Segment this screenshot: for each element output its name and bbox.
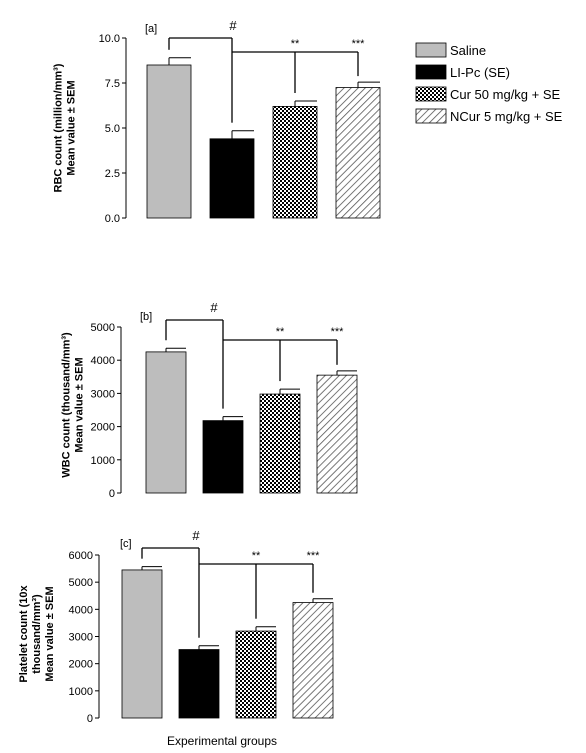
chart-panel-c: 0 1000 2000 3000 4000 5000 6000 Platelet count … xyxy=(18,528,334,725)
y-tick-label: 0.0 xyxy=(105,213,120,225)
y-axis-label: RBC count (million/mm³)Mean value ± SEM xyxy=(53,63,78,192)
bar-black xyxy=(202,420,244,494)
y-tick-label: 7.5 xyxy=(105,78,120,90)
y-axis-label: Platelet count (10xthousand/mm³)Mean val… xyxy=(18,585,56,683)
bar-gray xyxy=(121,569,163,719)
legend-swatch-gray xyxy=(415,42,447,58)
y-tick-label: 0 xyxy=(87,713,93,725)
significance-hash: # xyxy=(210,300,218,315)
chart-panel-a: 0.0 2.5 5.0 7.5 10.0 RBC count (million/mm³)M… xyxy=(53,18,381,225)
legend-label: NCur 5 mg/kg + SE xyxy=(450,109,563,124)
panel-label: [a] xyxy=(145,23,157,35)
significance-hash: # xyxy=(192,528,200,543)
bar-gray xyxy=(145,351,187,494)
bar-black xyxy=(209,138,255,219)
y-tick-label: 10.0 xyxy=(99,33,120,45)
significance-cur: ** xyxy=(291,38,300,50)
y-tick-label: 2000 xyxy=(91,422,115,434)
y-tick-label: 6000 xyxy=(69,550,93,562)
y-tick-label: 0 xyxy=(109,488,115,500)
bar-gray xyxy=(146,64,192,219)
y-tick-label: 5.0 xyxy=(105,123,120,135)
bar-hatch xyxy=(335,87,381,219)
y-tick-label: 1000 xyxy=(91,455,115,467)
y-tick-label: 5000 xyxy=(91,322,115,334)
bar-hatch xyxy=(316,374,358,494)
bar-black xyxy=(178,649,220,719)
legend-label: Saline xyxy=(450,43,486,58)
significance-cur: ** xyxy=(252,550,261,562)
significance-ncur: *** xyxy=(307,550,321,562)
y-tick-label: 5000 xyxy=(69,577,93,589)
legend: Saline LI-Pc (SE) Cur 50 mg/kg + SE NCur 5 … xyxy=(415,42,563,124)
bar-check xyxy=(235,630,277,719)
chart-panel-b: 0 1000 2000 3000 4000 5000 WBC count (thousand… xyxy=(61,300,358,500)
legend-swatch-hatch xyxy=(415,108,447,124)
legend-swatch-black xyxy=(415,64,447,80)
panel-label: [c] xyxy=(120,538,132,550)
y-axis-label: WBC count (thousand/mm³)Mean value ± SEM xyxy=(61,332,86,478)
y-tick-label: 2.5 xyxy=(105,168,120,180)
significance-ncur: *** xyxy=(331,326,345,338)
legend-label: Cur 50 mg/kg + SE xyxy=(450,87,561,102)
y-tick-label: 4000 xyxy=(69,604,93,616)
bar-check xyxy=(259,393,301,494)
bar-hatch xyxy=(292,602,334,719)
significance-cur: ** xyxy=(276,326,285,338)
legend-swatch-check xyxy=(415,86,447,102)
y-tick-label: 3000 xyxy=(69,632,93,644)
y-tick-label: 3000 xyxy=(91,388,115,400)
y-tick-label: 4000 xyxy=(91,355,115,367)
bar-check xyxy=(272,106,318,219)
panel-label: [b] xyxy=(140,311,152,323)
y-tick-label: 2000 xyxy=(69,659,93,671)
x-axis-label: Experimental groups xyxy=(167,734,277,748)
significance-hash: # xyxy=(229,18,237,33)
significance-ncur: *** xyxy=(352,38,366,50)
y-tick-label: 1000 xyxy=(69,686,93,698)
legend-label: LI-Pc (SE) xyxy=(450,65,510,80)
